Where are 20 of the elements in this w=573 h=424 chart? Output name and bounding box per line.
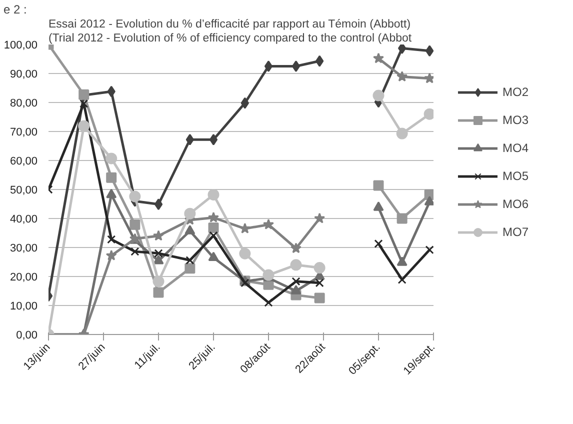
chart-title: Essai 2012 - Evolution du % d’efficacité par rapport au Témoin (Abbott) — [48, 18, 411, 30]
y-tick-label: 80,00 — [10, 98, 38, 110]
chart-subtitle: (Trial 2012 - Evolution of % of efficiency compared to the control (Abbot — [48, 32, 412, 44]
y-tick-label: 100,00 — [4, 40, 38, 52]
y-tick-label: 70,00 — [10, 126, 38, 138]
legend-label: MO5 — [502, 169, 529, 183]
y-tick-label: 50,00 — [10, 184, 38, 196]
legend-label: MO2 — [502, 85, 529, 99]
y-tick-label: 90,00 — [10, 68, 38, 80]
y-tick-label: 20,00 — [10, 272, 38, 284]
y-tick-label: 10,00 — [10, 300, 38, 312]
legend-label: MO7 — [502, 225, 529, 239]
y-tick-label: 30,00 — [10, 242, 38, 254]
y-tick-label: 40,00 — [10, 214, 38, 226]
y-tick-label: 60,00 — [10, 156, 38, 168]
text: e 2 : — [4, 2, 27, 16]
y-tick-label: 0,00 — [16, 330, 38, 342]
legend-label: MO4 — [502, 141, 529, 155]
legend-label: MO6 — [502, 197, 529, 211]
legend-label: MO3 — [502, 113, 529, 127]
